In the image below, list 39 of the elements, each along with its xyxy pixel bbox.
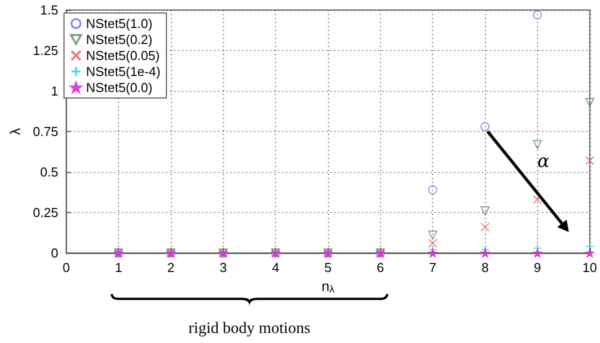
- x-tick-label: 1: [114, 260, 122, 275]
- x-tick-label: 10: [582, 260, 598, 275]
- x-tick-label: 4: [272, 260, 280, 275]
- x-tick-label: 3: [220, 260, 227, 275]
- point: [428, 230, 438, 240]
- x-tick-label: 2: [167, 260, 175, 275]
- point: [532, 10, 542, 20]
- point: [480, 206, 490, 216]
- y-tick-label: 0.25: [32, 205, 58, 220]
- legend-label: NStet5(0.05): [86, 48, 160, 63]
- y-tick-label: 0.75: [32, 124, 58, 139]
- y-tick-label: 1: [50, 84, 58, 98]
- point: [532, 140, 542, 149]
- legend-label: NStet5(0.0): [86, 80, 152, 95]
- point: [428, 248, 438, 258]
- y-tick-label: 1.5: [40, 2, 58, 18]
- point: [428, 238, 438, 248]
- x-tick-label: 6: [376, 260, 384, 275]
- legend-label: NStet5(0.2): [86, 32, 152, 47]
- y-tick-label: 0: [50, 246, 58, 260]
- point: [480, 222, 490, 232]
- x-tick-label: 0: [62, 260, 70, 275]
- x-tick-label: 7: [429, 260, 436, 275]
- legend-label: NStet5(1.0): [86, 16, 152, 31]
- point: [480, 248, 490, 258]
- x-tick-label: 5: [324, 260, 332, 275]
- text: rigid body motions: [188, 320, 310, 337]
- point: [585, 156, 594, 166]
- point: [585, 98, 594, 107]
- x-tick-label: 8: [481, 260, 489, 275]
- y-tick-label: 0.5: [40, 164, 58, 180]
- legend-label: NStet5(1e-4): [86, 64, 160, 79]
- point: [532, 248, 542, 258]
- y-tick-label: 1.25: [32, 43, 58, 58]
- y-axis-title: λ: [7, 128, 23, 135]
- point: [428, 185, 438, 194]
- point: [480, 122, 490, 132]
- x-tick-label: 9: [534, 260, 542, 275]
- annotation: α: [537, 151, 550, 172]
